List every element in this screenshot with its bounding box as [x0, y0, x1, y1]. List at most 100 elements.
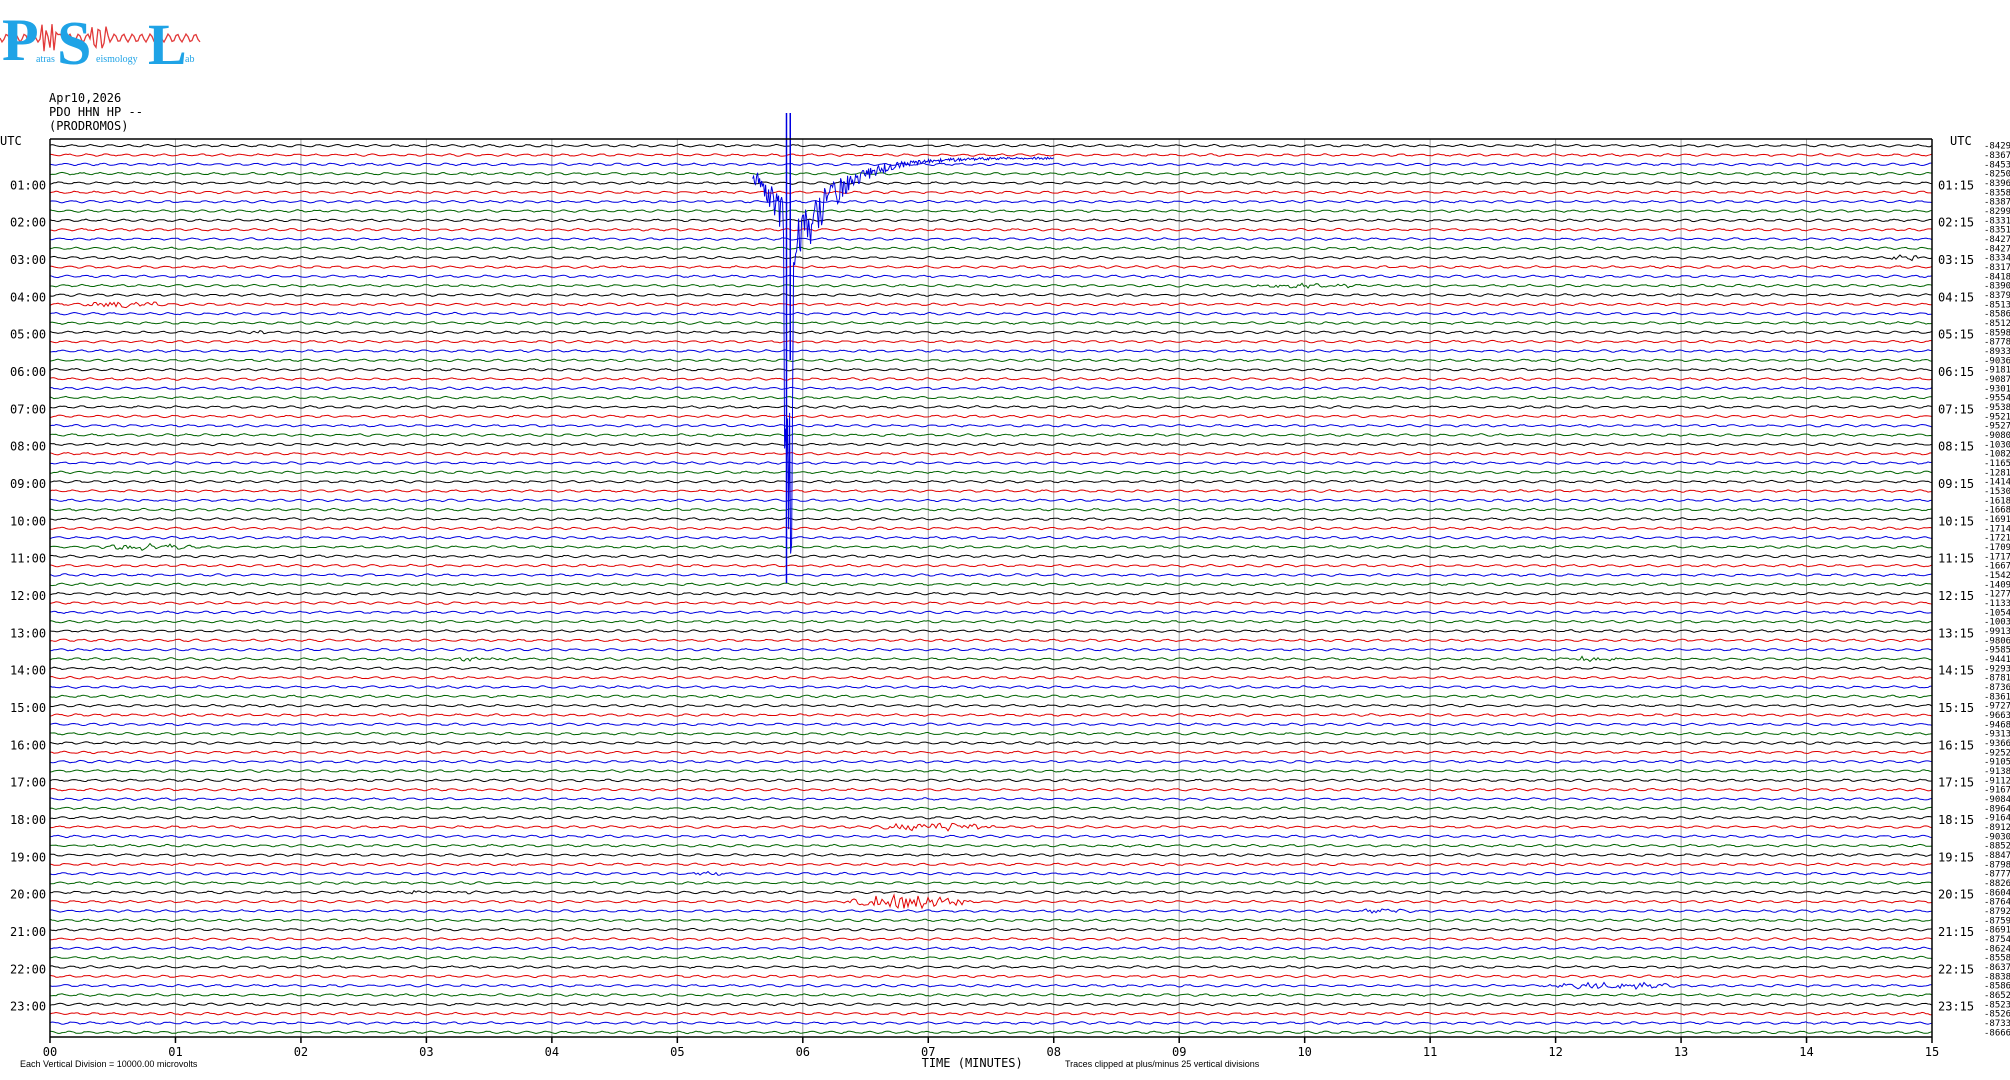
left-hour-label: 17:00 [10, 776, 46, 790]
earthquake-trace [752, 156, 1054, 554]
trace-offset-value: -8418 [1984, 272, 2010, 282]
seismic-trace [49, 339, 1933, 344]
trace-offset-value: -8778 [1984, 338, 2010, 348]
seismic-trace [49, 237, 1933, 241]
trace-offset-value: -8964 [1984, 804, 2010, 814]
seismic-trace [49, 955, 1933, 960]
trace-offset-value: -8299 [1984, 207, 2010, 217]
seismic-trace [49, 647, 1933, 652]
trace-offset-value: -8361 [1984, 692, 2010, 702]
seismic-trace [49, 535, 1933, 540]
trace-offset-value: -9301 [1984, 384, 2010, 394]
trace-offset-value: -9167 [1984, 786, 2010, 796]
seismic-trace [49, 843, 1933, 848]
left-hour-label: 09:00 [10, 477, 46, 491]
seismic-trace [49, 834, 1933, 839]
trace-offset-value: -8777 [1984, 870, 2010, 880]
seismic-trace [49, 629, 1933, 633]
trace-offset-value: -8387 [1984, 198, 2010, 208]
seismic-trace [49, 461, 1933, 465]
x-tick-label: 08 [1047, 1045, 1061, 1059]
trace-offset-value: -9164 [1984, 814, 2010, 824]
seismic-trace [49, 918, 1933, 923]
trace-offset-value: -10038 [1984, 618, 2010, 628]
trace-offset-value: -8826 [1984, 879, 2010, 889]
trace-offset-value: -12776 [1984, 590, 2010, 600]
trace-offset-value: -9521 [1984, 412, 2010, 422]
seismic-trace [49, 601, 1933, 605]
seismic-trace [49, 713, 1933, 717]
trace-offset-value: -8526 [1984, 1010, 2010, 1020]
trace-offset-value: -9252 [1984, 748, 2010, 758]
trace-offset-value: -17217 [1984, 534, 2010, 544]
x-tick-label: 13 [1674, 1045, 1688, 1059]
trace-offset-value: -8759 [1984, 916, 2010, 926]
seismic-trace [49, 965, 1933, 969]
seismic-trace [49, 1011, 1932, 1016]
right-hour-label: 10:15 [1938, 514, 1974, 528]
trace-offset-value: -8933 [1984, 347, 2010, 357]
left-hour-label: 01:00 [10, 178, 46, 192]
seismic-trace [49, 759, 1933, 764]
trace-offset-value: -8691 [1984, 926, 2010, 936]
x-tick-label: 15 [1925, 1045, 1939, 1059]
right-hour-label: 14:15 [1938, 664, 1974, 678]
right-hour-label: 16:15 [1938, 738, 1974, 752]
seismic-trace [49, 619, 1933, 624]
x-tick-label: 03 [419, 1045, 433, 1059]
trace-offset-value: -8367 [1984, 151, 2010, 161]
seismic-trace [49, 981, 1932, 991]
right-hour-label: 02:15 [1938, 216, 1974, 230]
seismic-trace [49, 666, 1933, 671]
trace-offset-value: -15428 [1984, 571, 2010, 581]
trace-offset-value: -16678 [1984, 562, 2010, 572]
left-hour-label: 11:00 [10, 552, 46, 566]
seismic-trace [49, 797, 1933, 801]
seismic-trace [49, 655, 1933, 663]
seismic-trace [49, 694, 1932, 699]
seismic-trace [49, 993, 1933, 997]
seismic-trace [49, 675, 1932, 680]
trace-offset-value: -16189 [1984, 496, 2010, 506]
x-tick-label: 12 [1548, 1045, 1562, 1059]
seismic-trace [49, 517, 1932, 521]
trace-offset-value: -8736 [1984, 683, 2010, 693]
trace-offset-value: -8558 [1984, 954, 2010, 964]
psl-logo: P S L atras eismology ab [0, 7, 201, 70]
right-hour-label: 17:15 [1938, 776, 1974, 790]
seismic-trace [49, 301, 1932, 309]
trace-offset-value: -17094 [1984, 543, 2010, 553]
trace-offset-value: -8652 [1984, 991, 2010, 1001]
trace-offset-value: -8334 [1984, 254, 2010, 264]
seismic-trace [49, 1021, 1933, 1025]
seismic-trace [49, 893, 1933, 910]
left-hour-label: 07:00 [10, 402, 46, 416]
x-tick-label: 02 [294, 1045, 308, 1059]
seismic-trace [49, 442, 1933, 447]
x-tick-label: 09 [1172, 1045, 1186, 1059]
right-hour-label: 06:15 [1938, 365, 1974, 379]
vertical-division-note: Each Vertical Division = 10000.00 microv… [20, 1059, 198, 1069]
trace-offset-value: -11658 [1984, 459, 2010, 469]
right-hour-label: 03:15 [1938, 253, 1974, 267]
seismic-trace [49, 209, 1933, 213]
left-hour-label: UTC [0, 134, 22, 148]
trace-offset-value: -17179 [1984, 552, 2010, 562]
trace-offset-value: -9030 [1984, 832, 2010, 842]
seismic-trace [49, 582, 1933, 587]
trace-offset-value: -8358 [1984, 188, 2010, 198]
trace-offset-value: -12815 [1984, 468, 2010, 478]
seismic-trace [49, 778, 1933, 783]
trace-offset-value: -11331 [1984, 599, 2010, 609]
trace-offset-value: -8798 [1984, 860, 2010, 870]
trace-offset-value: -8733 [1984, 1019, 2010, 1029]
seismic-trace [49, 367, 1933, 372]
right-hour-label: 05:15 [1938, 328, 1974, 342]
trace-offset-value: -8453 [1984, 160, 2010, 170]
trace-offset-value: -9527 [1984, 422, 2010, 432]
seismic-trace [49, 526, 1933, 531]
seismic-trace [49, 908, 1933, 914]
left-hour-label: 08:00 [10, 440, 46, 454]
trace-offset-value: -9806 [1984, 636, 2010, 646]
x-tick-label: 06 [796, 1045, 810, 1059]
